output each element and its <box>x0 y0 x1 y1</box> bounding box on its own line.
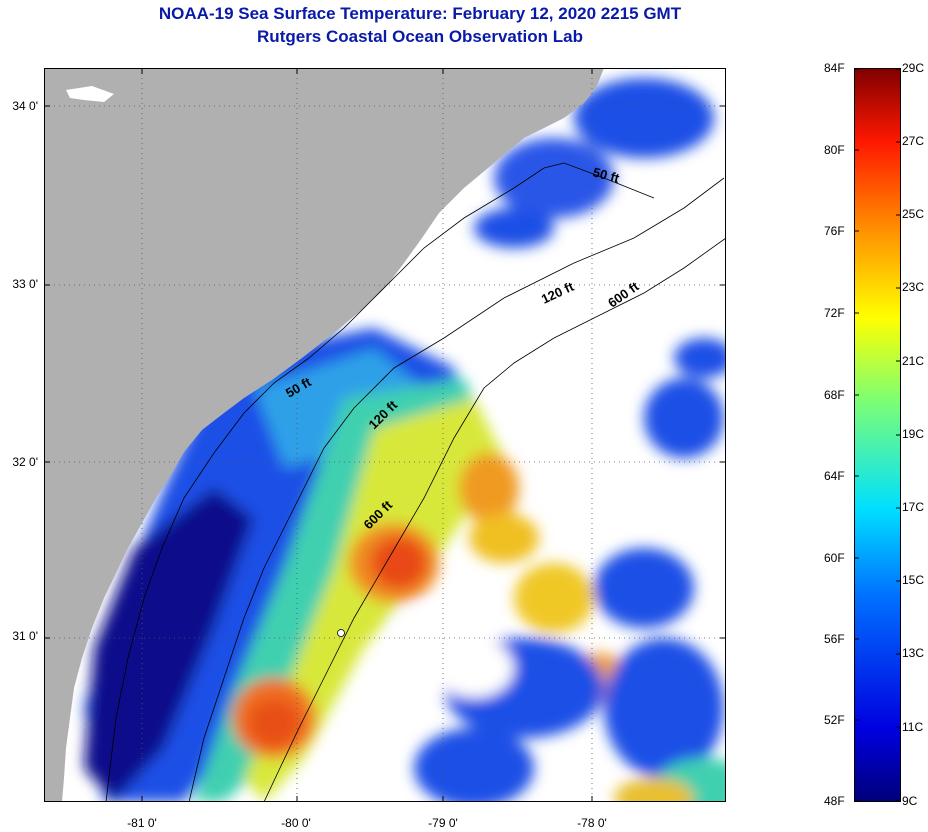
x-tick-label: -78 0' <box>577 816 607 830</box>
colorbar-f-label: 64F <box>824 469 845 483</box>
colorbar-f-label: 80F <box>824 143 845 157</box>
y-tick-label: 31 0' <box>12 629 38 643</box>
colorbar-c-label: 11C <box>902 720 924 734</box>
colorbar-f-label: 76F <box>824 224 845 238</box>
colorbar-f-label: 48F <box>824 794 845 808</box>
colorbar-c-label: 19C <box>902 427 925 441</box>
isobath-50ft <box>105 162 655 802</box>
colorbar-f-label: 52F <box>824 713 845 727</box>
isobath-600ft <box>263 237 726 802</box>
colorbar-c-label: 27C <box>902 134 925 148</box>
map-title: NOAA-19 Sea Surface Temperature: Februar… <box>158 4 682 23</box>
y-tick-label: 32 0' <box>12 455 38 469</box>
sst-field <box>84 78 726 802</box>
colorbar-c-label: 17C <box>902 500 925 514</box>
colorbar-f-label: 60F <box>824 551 845 565</box>
isobaths <box>105 162 726 802</box>
colorbar-f-label: 84F <box>824 61 845 75</box>
colorbar-c-label: 21C <box>902 354 925 368</box>
colorbar-f-label: 56F <box>824 632 845 646</box>
map-subtitle: Rutgers Coastal Ocean Observation Lab <box>257 27 583 46</box>
y-tick-label: 33 0' <box>12 277 38 291</box>
x-tick-label: -79 0' <box>428 816 458 830</box>
colorbar-f-label: 68F <box>824 388 845 402</box>
sst-map: 50 ft 120 ft 600 ft 50 ft 120 ft 600 ft <box>44 68 726 802</box>
colorbar-c-label: 9C <box>902 794 918 808</box>
contour-label: 50 ft <box>591 164 621 186</box>
colorbar-f-label: 72F <box>824 306 845 320</box>
axis-ticks <box>44 68 726 802</box>
land <box>44 68 604 802</box>
colorbar-c-label: 15C <box>902 573 925 587</box>
graticule <box>44 68 726 802</box>
x-tick-label: -80 0' <box>281 816 311 830</box>
colorbar-c-label: 13C <box>902 646 925 660</box>
colorbar-c-label: 29C <box>902 61 925 75</box>
x-tick-label: -81 0' <box>127 816 157 830</box>
colorbar-c-label: 25C <box>902 207 925 221</box>
isobath-120ft <box>188 177 725 802</box>
y-tick-label: 34 0' <box>12 99 38 113</box>
colorbar-c-label: 23C <box>902 280 925 294</box>
station-marker <box>337 629 345 637</box>
colorbar <box>854 68 901 802</box>
